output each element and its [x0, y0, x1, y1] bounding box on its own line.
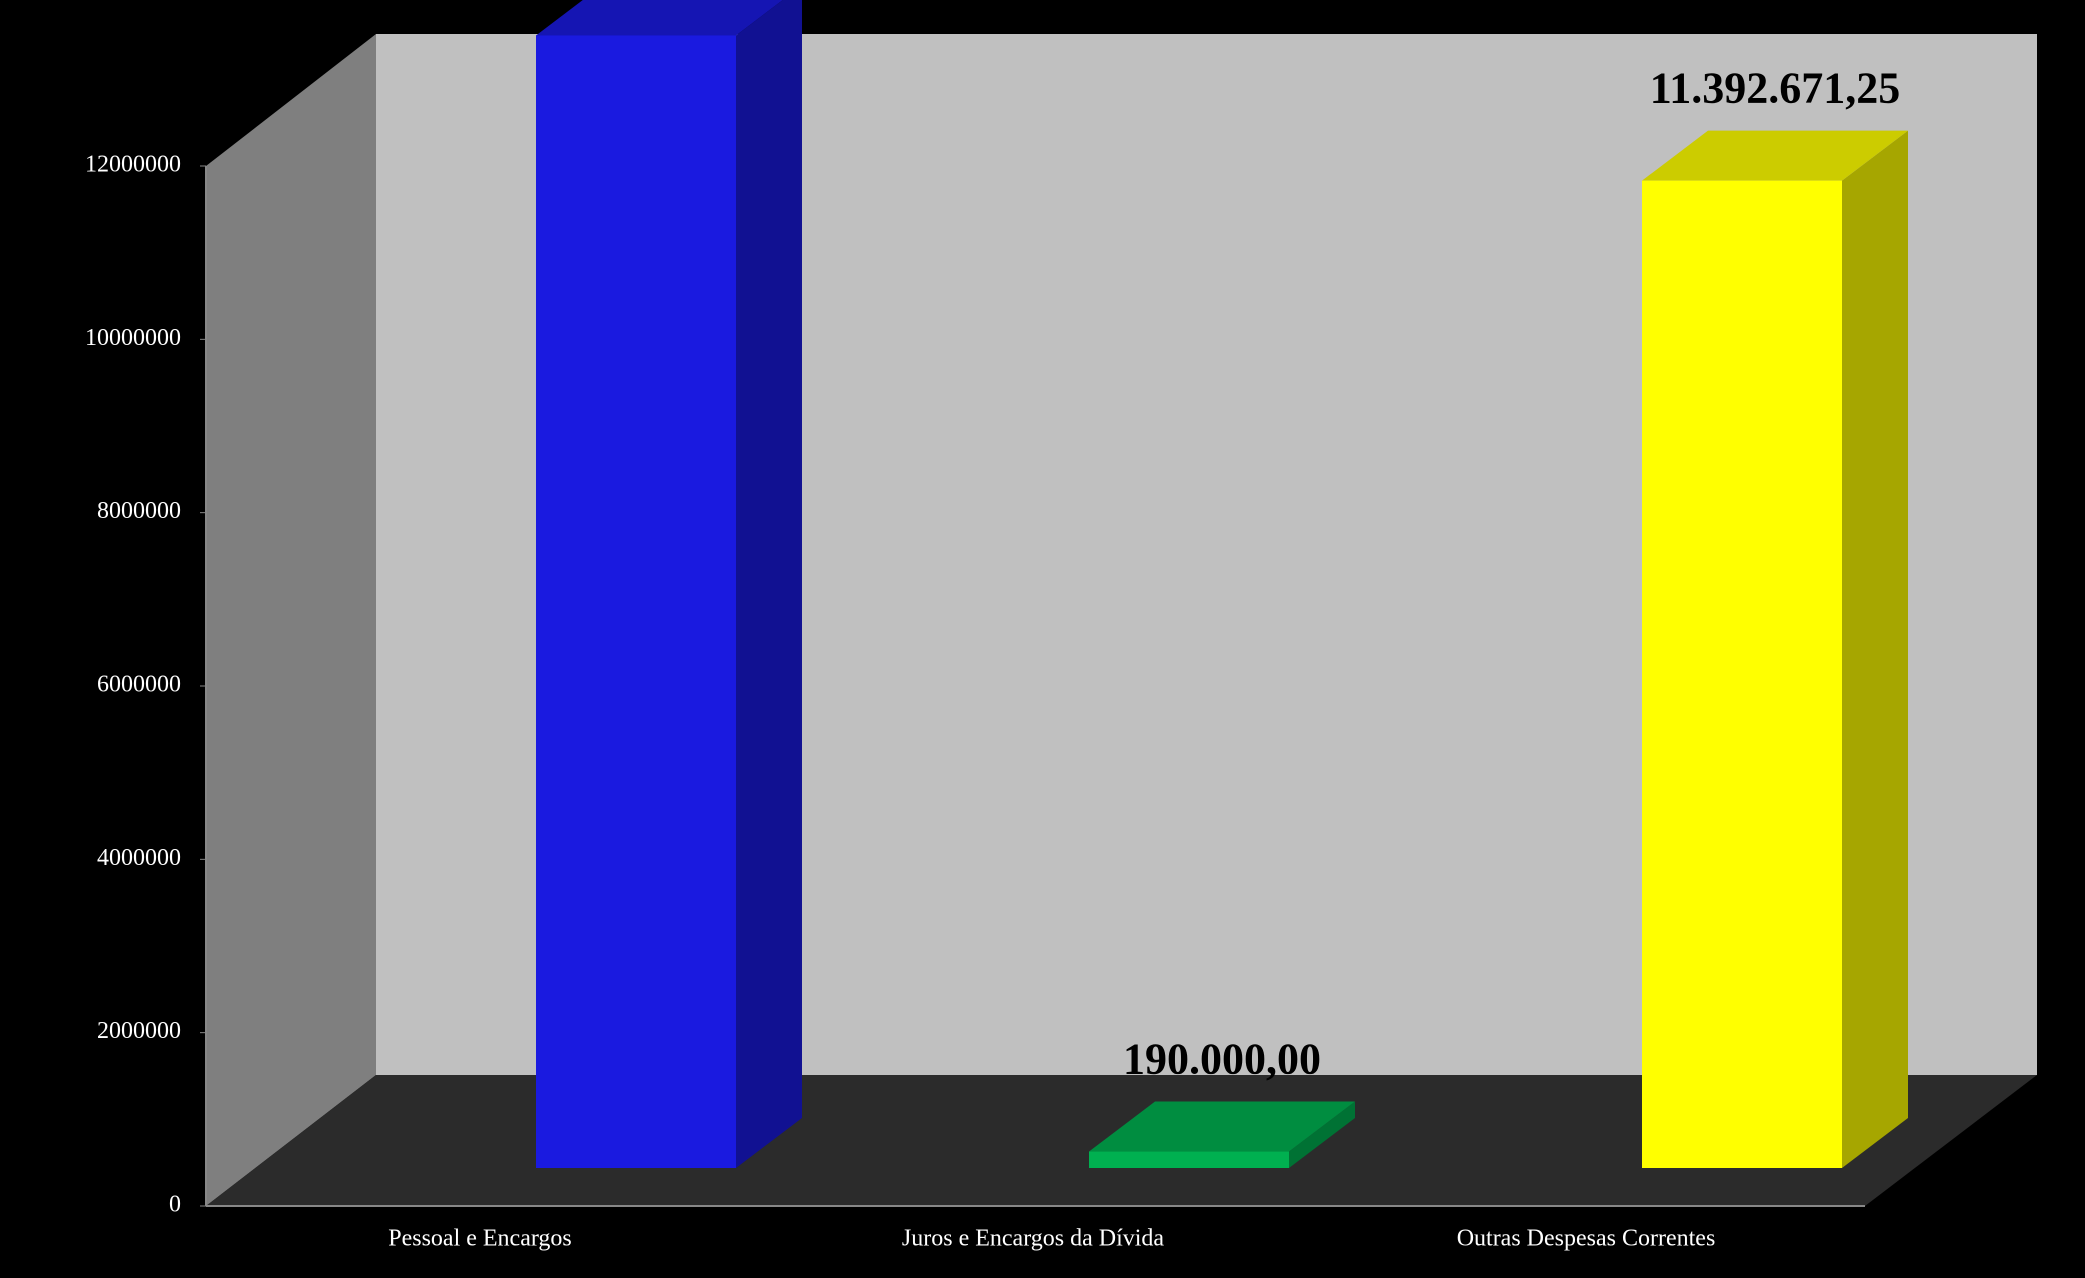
- y-tick-label: 8000000: [97, 498, 181, 524]
- x-tick-label: Outras Despesas Correntes: [1457, 1226, 1716, 1252]
- y-tick-label: 6000000: [97, 672, 181, 698]
- bar-top: [1089, 1101, 1355, 1152]
- x-tick-label: Pessoal e Encargos: [388, 1226, 572, 1252]
- bar-side: [1842, 130, 1908, 1169]
- bar-side: [1289, 1101, 1355, 1168]
- bar: [536, 35, 736, 1169]
- bar-top: [536, 0, 783, 36]
- y-tick-label: 4000000: [97, 845, 181, 871]
- y-tick-label: 10000000: [85, 325, 181, 351]
- value-label: 11.392.671,25: [1650, 64, 1901, 113]
- bar: [1642, 180, 1842, 1169]
- bar-side: [736, 0, 802, 1168]
- side-wall: [206, 34, 376, 1206]
- y-tick-label: 0: [169, 1192, 181, 1218]
- bar: [1089, 1151, 1289, 1168]
- value-label: 190.000,00: [1123, 1035, 1321, 1084]
- bar-top: [1642, 130, 1908, 181]
- y-tick-label: 2000000: [97, 1018, 181, 1044]
- y-tick-label: 12000000: [85, 152, 181, 178]
- x-tick-label: Juros e Encargos da Dívida: [902, 1226, 1165, 1252]
